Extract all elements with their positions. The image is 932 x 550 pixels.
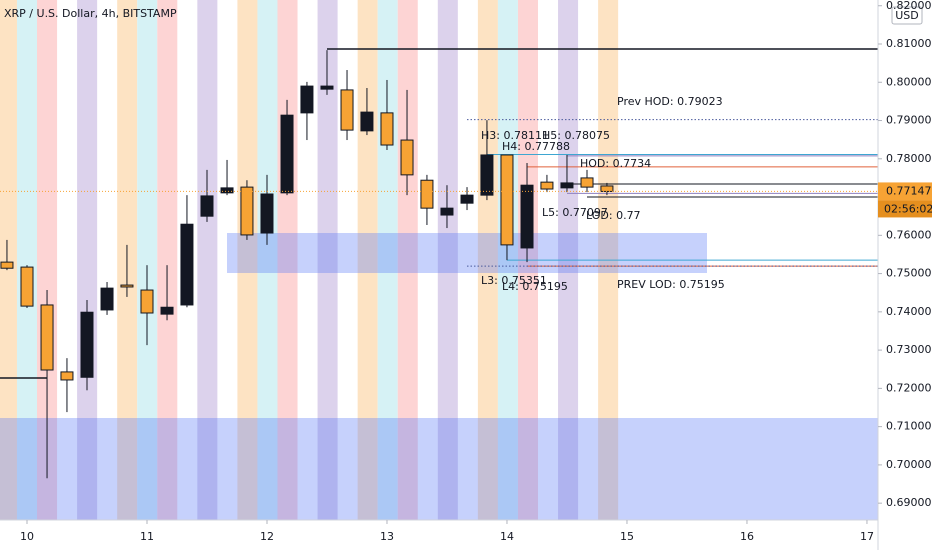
session-stripes <box>0 0 619 520</box>
session-stripe <box>257 0 278 520</box>
session-stripe <box>437 0 458 520</box>
level-label: H3: 0.78111 <box>481 129 549 142</box>
last-price-label: 0.77147 <box>886 184 932 197</box>
candle-body <box>40 304 54 371</box>
candle-body <box>460 194 474 204</box>
session-stripe <box>0 0 17 520</box>
candle-body <box>0 261 14 269</box>
x-tick-label: 13 <box>380 530 394 543</box>
x-tick-label: 15 <box>620 530 634 543</box>
candle-body <box>120 284 134 288</box>
session-stripe <box>16 0 38 520</box>
y-tick-label: 0.75000 <box>886 267 932 280</box>
candle-body <box>240 186 254 236</box>
level-label: LOD: 0.77 <box>586 209 641 222</box>
candle-body <box>420 179 434 209</box>
session-stripe <box>77 0 98 520</box>
candle-body <box>160 306 174 315</box>
level-label: H5: 0.78075 <box>542 129 610 142</box>
candle-body <box>340 89 354 131</box>
candle-body <box>360 111 374 132</box>
y-tick-label: 0.80000 <box>886 75 932 88</box>
chart-title: XRP / U.S. Dollar, 4h, BITSTAMP <box>4 7 177 20</box>
candle-body <box>500 154 514 246</box>
candle-body <box>140 289 154 314</box>
x-tick-label: 12 <box>260 530 274 543</box>
candle-body <box>520 184 534 249</box>
level-label: H4: 0.77788 <box>502 140 570 153</box>
session-stripe <box>477 0 498 520</box>
session-stripe <box>157 0 178 520</box>
x-tick-label: 17 <box>860 530 874 543</box>
candle-body <box>320 85 334 90</box>
session-stripe <box>317 0 338 520</box>
zone <box>227 233 707 273</box>
level-label: HOD: 0.7734 <box>580 157 651 170</box>
y-tick-label: 0.73000 <box>886 343 932 356</box>
level-label: L4: 0.75195 <box>502 280 568 293</box>
candle-body <box>580 177 594 188</box>
x-tick-label: 10 <box>20 530 34 543</box>
candle-body <box>80 311 94 378</box>
level-label: L5: 0.77097 <box>542 206 608 219</box>
y-tick-label: 0.76000 <box>886 228 932 241</box>
candle-body <box>100 287 114 311</box>
y-tick-label: 0.69000 <box>886 496 932 509</box>
countdown-box <box>878 200 932 218</box>
y-tick-label: 0.82000 <box>886 0 932 12</box>
x-tick-label: 11 <box>140 530 154 543</box>
session-stripe <box>237 0 258 520</box>
candle-body <box>300 85 314 114</box>
candle-body <box>440 207 454 216</box>
last-price-box <box>878 182 932 201</box>
candle-body <box>280 114 294 194</box>
y-tick-label: 0.74000 <box>886 305 932 318</box>
candle-body <box>20 266 34 307</box>
candle-body <box>400 139 414 176</box>
candle-body <box>540 181 554 190</box>
y-tick-label: 0.79000 <box>886 114 932 127</box>
countdown-label: 02:56:02 <box>884 202 932 215</box>
session-stripe <box>137 0 158 520</box>
candle-body <box>60 371 74 381</box>
y-tick-label: 0.78000 <box>886 152 932 165</box>
zone <box>0 418 878 520</box>
candle-body <box>220 187 234 194</box>
y-tick-label: 0.72000 <box>886 381 932 394</box>
plot <box>0 48 878 520</box>
level-label: PREV LOD: 0.75195 <box>617 278 725 291</box>
candle-body <box>180 223 194 306</box>
candle-body <box>260 193 274 234</box>
x-tick-label: 14 <box>500 530 514 543</box>
level-label: Prev HOD: 0.79023 <box>617 95 723 108</box>
y-tick-label: 0.81000 <box>886 37 932 50</box>
x-tick-label: 16 <box>740 530 754 543</box>
unit-label: USD <box>895 9 919 22</box>
candle-body <box>560 182 574 189</box>
y-tick-label: 0.70000 <box>886 458 932 471</box>
y-tick-label: 0.71000 <box>886 420 932 433</box>
candle-body <box>380 112 394 146</box>
session-stripe <box>197 0 218 520</box>
candle-body <box>480 154 494 196</box>
session-stripe <box>397 0 418 520</box>
candle-body <box>600 185 614 192</box>
candle-body <box>200 195 214 217</box>
level-label: L3: 0.75351 <box>481 274 547 287</box>
unit-box <box>891 6 923 25</box>
session-stripe <box>37 0 58 520</box>
